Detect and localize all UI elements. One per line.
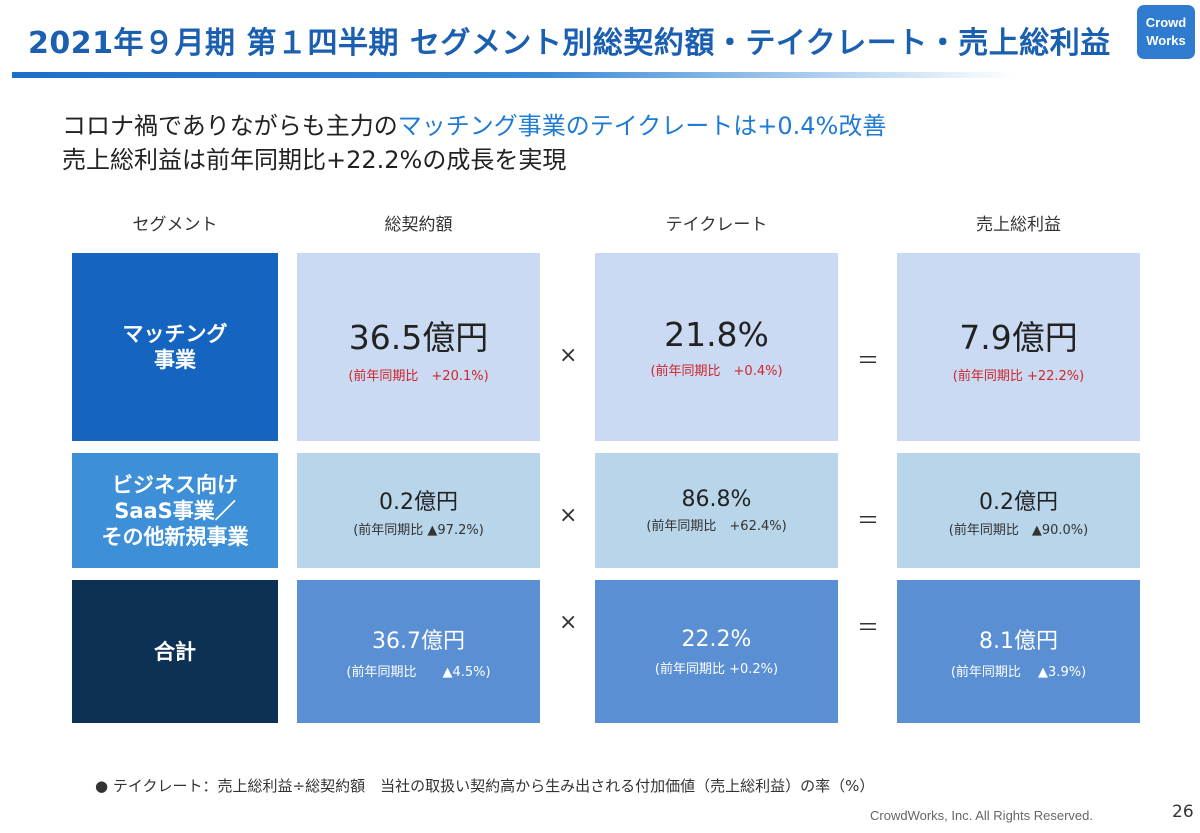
lead-line-1-highlight: マッチング事業のテイクレートは+0.4%改善 (397, 112, 887, 140)
profit-matching: 7.9億円 (前年同期比 +22.2%) (897, 253, 1140, 441)
column-header-segment: セグメント (132, 215, 218, 235)
rate-matching: 21.8% (前年同期比 +0.4%) (595, 253, 838, 441)
segment-matching: マッチング 事業 (72, 253, 278, 441)
gross-matching-value: 36.5億円 (348, 317, 489, 357)
title-underline (12, 72, 1192, 78)
rate-saas-yoy: (前年同期比 +62.4%) (646, 519, 787, 534)
gross-matching-yoy: (前年同期比 +20.1%) (348, 368, 489, 384)
logo-line1: Crowd (1145, 15, 1187, 30)
lead-line-2: 売上総利益は前年同期比+22.2%の成長を実現 (62, 146, 567, 174)
gross-saas: 0.2億円 (前年同期比 ▲97.2%) (297, 453, 540, 568)
page-number: 26 (1172, 802, 1194, 822)
rate-matching-value: 21.8% (664, 315, 769, 354)
profit-total-value: 8.1億円 (979, 629, 1058, 654)
gross-total: 36.7億円 (前年同期比 ▲4.5%) (297, 580, 540, 723)
equals-operator: ＝ (857, 349, 880, 374)
segment-saas: ビジネス向け SaaS事業／ その他新規事業 (72, 453, 278, 568)
rate-total: 22.2% (前年同期比 +0.2%) (595, 580, 838, 723)
gross-total-value: 36.7億円 (372, 629, 465, 654)
segment-total: 合計 (72, 580, 278, 723)
equals-operator: ＝ (857, 509, 880, 534)
logo-line2: Works (1146, 33, 1186, 48)
copyright: CrowdWorks, Inc. All Rights Reserved. (870, 808, 1093, 823)
profit-matching-yoy: (前年同期比 +22.2%) (952, 368, 1085, 384)
rate-matching-yoy: (前年同期比 +0.4%) (650, 364, 783, 379)
gross-saas-value: 0.2億円 (379, 489, 458, 515)
rate-saas-value: 86.8% (681, 487, 752, 512)
profit-matching-value: 7.9億円 (959, 317, 1078, 357)
rate-total-value: 22.2% (681, 626, 752, 652)
gross-total-yoy: (前年同期比 ▲4.5%) (346, 665, 491, 680)
gross-saas-yoy: (前年同期比 ▲97.2%) (353, 522, 484, 538)
profit-saas-yoy: (前年同期比 ▲90.0%) (948, 522, 1089, 538)
column-header-gross-profit: 売上総利益 (976, 215, 1061, 235)
lead-line-1: コロナ禍でありながらも主力のマッチング事業のテイクレートは+0.4%改善 (62, 106, 886, 141)
profit-total: 8.1億円 (前年同期比 ▲3.9%) (897, 580, 1140, 723)
column-header-gross: 総契約額 (384, 215, 453, 235)
crowdworks-logo: Crowd Works (1137, 5, 1195, 59)
gross-matching: 36.5億円 (前年同期比 +20.1%) (297, 253, 540, 441)
rate-saas: 86.8% (前年同期比 +62.4%) (595, 453, 838, 568)
rate-total-yoy: (前年同期比 +0.2%) (654, 661, 779, 677)
take-rate-footnote: ● テイクレート：売上総利益÷総契約額 当社の取扱い契約高から生み出される付加価… (95, 777, 875, 795)
page-title: 2021年９月期 第１四半期 セグメント別総契約額・テイクレート・売上総利益 (28, 26, 1111, 61)
times-operator: × (559, 503, 578, 528)
times-operator: × (559, 343, 578, 368)
profit-saas-value: 0.2億円 (979, 489, 1058, 515)
column-header-take-rate: テイクレート (665, 215, 768, 235)
profit-saas: 0.2億円 (前年同期比 ▲90.0%) (897, 453, 1140, 568)
profit-total-yoy: (前年同期比 ▲3.9%) (950, 665, 1087, 680)
equals-operator: ＝ (857, 616, 880, 641)
times-operator: × (559, 610, 578, 635)
lead-line-1-prefix: コロナ禍でありながらも主力の (62, 112, 398, 140)
